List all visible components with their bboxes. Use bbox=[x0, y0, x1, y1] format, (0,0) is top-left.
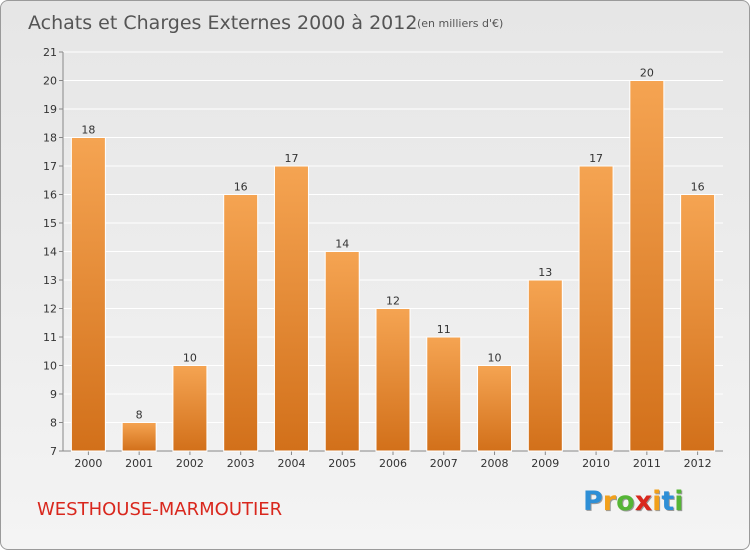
value-label-2011: 20 bbox=[640, 67, 654, 80]
y-tick-label: 14 bbox=[43, 246, 57, 259]
value-label-2006: 12 bbox=[386, 295, 400, 308]
x-tick-label-2007: 2007 bbox=[430, 457, 458, 470]
value-label-2012: 16 bbox=[691, 181, 705, 194]
x-tick-label-2001: 2001 bbox=[125, 457, 153, 470]
y-tick-label: 15 bbox=[43, 217, 57, 230]
bar-2001 bbox=[121, 422, 157, 452]
bar-2000 bbox=[70, 137, 106, 452]
chart-title: Achats et Charges Externes 2000 à 2012 bbox=[28, 12, 417, 34]
value-label-2004: 17 bbox=[284, 152, 298, 165]
x-tick-label-2003: 2003 bbox=[227, 457, 255, 470]
y-tick-label: 18 bbox=[43, 132, 57, 145]
bar-2011 bbox=[629, 80, 665, 452]
y-tick-label: 10 bbox=[43, 360, 57, 373]
logo-letter: o bbox=[616, 486, 635, 517]
y-tick-label: 13 bbox=[43, 274, 57, 287]
bar-2005 bbox=[324, 251, 360, 452]
bar-2012 bbox=[680, 194, 716, 452]
x-tick-label-2008: 2008 bbox=[481, 457, 509, 470]
bar-2002 bbox=[172, 365, 208, 452]
value-label-2005: 14 bbox=[335, 238, 349, 251]
value-label-2008: 10 bbox=[488, 352, 502, 365]
x-tick-label-2009: 2009 bbox=[531, 457, 559, 470]
x-tick-label-2000: 2000 bbox=[74, 457, 102, 470]
y-tick-label: 11 bbox=[43, 331, 57, 344]
y-tick-label: 16 bbox=[43, 189, 57, 202]
y-tick-label: 12 bbox=[43, 303, 57, 316]
logo-letter: i bbox=[674, 486, 684, 517]
logo-letter: r bbox=[602, 486, 617, 517]
x-tick-label-2006: 2006 bbox=[379, 457, 407, 470]
y-tick-label: 8 bbox=[50, 417, 57, 430]
value-label-2003: 16 bbox=[234, 181, 248, 194]
chart-unit: (en milliers d'€) bbox=[417, 17, 503, 30]
y-tick-label: 17 bbox=[43, 160, 57, 173]
y-tick-label: 20 bbox=[43, 75, 57, 88]
y-tick-label: 19 bbox=[43, 103, 57, 116]
bar-2004 bbox=[273, 165, 309, 452]
value-label-2010: 17 bbox=[589, 152, 603, 165]
value-label-2002: 10 bbox=[183, 352, 197, 365]
y-tick-label: 7 bbox=[50, 445, 57, 458]
value-label-2007: 11 bbox=[437, 323, 451, 336]
bar-2009 bbox=[527, 279, 563, 452]
bar-2003 bbox=[223, 194, 259, 452]
bars: 18 8 10 16 17 14 12 11 10 13 17 20 16 bbox=[70, 67, 716, 452]
x-tick-label-2002: 2002 bbox=[176, 457, 204, 470]
proxiti-logo: Proxiti bbox=[583, 486, 684, 517]
y-tick-label: 21 bbox=[43, 46, 57, 59]
value-label-2001: 8 bbox=[136, 409, 143, 422]
x-tick-label-2010: 2010 bbox=[582, 457, 610, 470]
value-label-2009: 13 bbox=[538, 266, 552, 279]
x-tick-label-2004: 2004 bbox=[277, 457, 305, 470]
x-tick-label-2012: 2012 bbox=[684, 457, 712, 470]
y-tick-label: 9 bbox=[50, 388, 57, 401]
logo-letter: i bbox=[652, 486, 662, 517]
commune-name: WESTHOUSE-MARMOUTIER bbox=[37, 499, 282, 520]
bar-2010 bbox=[578, 165, 614, 452]
axes: 7 8 9 10 11 12 13 14 15 16 17 18 19 20 21 2000 2001 2002 2… bbox=[43, 46, 723, 470]
bar-2007 bbox=[426, 336, 462, 452]
logo-letter: x bbox=[634, 486, 653, 517]
x-tick-label-2005: 2005 bbox=[328, 457, 356, 470]
logo-letter: t bbox=[661, 486, 675, 517]
logo-letter: P bbox=[583, 486, 603, 517]
bar-2008 bbox=[477, 365, 513, 452]
value-label-2000: 18 bbox=[81, 124, 95, 137]
x-tick-label-2011: 2011 bbox=[633, 457, 661, 470]
bar-2006 bbox=[375, 308, 411, 452]
